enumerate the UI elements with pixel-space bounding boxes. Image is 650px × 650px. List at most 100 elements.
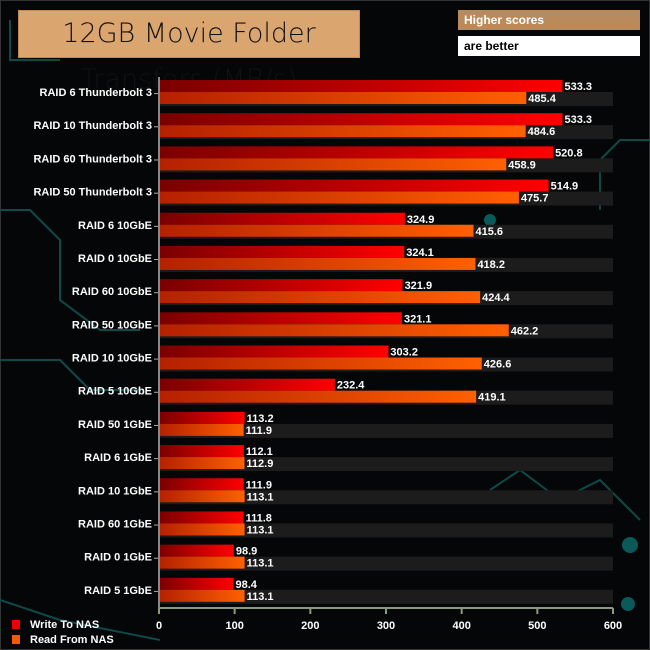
category-label: RAID 60 Thunderbolt 3: [33, 153, 152, 165]
data-label: 324.1: [406, 247, 434, 259]
category-label: RAID 10 Thunderbolt 3: [33, 120, 152, 132]
bar-read: [159, 490, 245, 503]
row-band: [159, 589, 613, 604]
bar-write: [159, 511, 244, 524]
legend-swatch: [12, 635, 20, 644]
bar-write: [159, 378, 335, 391]
category-label: RAID 10 10GbE: [72, 353, 152, 365]
bar-write: [159, 478, 244, 491]
bar-read: [159, 523, 245, 536]
data-label: 419.1: [478, 392, 506, 404]
bar-write: [159, 345, 389, 358]
bar-read: [159, 390, 477, 403]
bar-read: [159, 589, 245, 602]
bar-read: [159, 357, 482, 370]
bar-write: [159, 179, 549, 192]
x-tick-label: 400: [452, 620, 470, 632]
x-tick-label: 100: [225, 620, 243, 632]
category-label: RAID 60 10GbE: [72, 286, 152, 298]
bar-read: [159, 92, 527, 104]
data-label: 113.1: [247, 491, 274, 503]
data-label: 533.3: [565, 81, 593, 93]
bar-write: [159, 113, 563, 126]
bar-read: [159, 291, 481, 304]
bar-read: [159, 191, 519, 204]
data-label: 484.6: [528, 126, 556, 138]
row-band: [159, 423, 613, 438]
data-label: 418.2: [477, 259, 505, 271]
data-label: 111.9: [246, 479, 272, 491]
data-label: 324.9: [407, 214, 435, 226]
bar-read: [159, 324, 509, 337]
bar-read: [159, 125, 526, 138]
data-label: 462.2: [511, 325, 539, 337]
category-label: RAID 50 10GbE: [72, 319, 152, 331]
row-band: [159, 556, 613, 571]
bar-write: [159, 80, 563, 92]
category-label: RAID 6 10GbE: [78, 220, 152, 232]
bar-write: [159, 312, 402, 325]
bar-read: [159, 158, 507, 171]
data-label: 458.9: [508, 159, 536, 171]
x-tick-label: 300: [377, 620, 395, 632]
x-tick-label: 500: [528, 620, 546, 632]
data-label: 112.1: [246, 446, 273, 458]
note-are-better: are better: [458, 36, 640, 56]
x-tick-label: 0: [156, 620, 162, 632]
data-label: 111.8: [246, 512, 272, 524]
data-label: 321.1: [404, 313, 432, 325]
data-label: 112.9: [246, 458, 273, 470]
bar-read: [159, 423, 244, 436]
bar-write: [159, 279, 403, 292]
data-label: 113.1: [247, 558, 274, 570]
bar-read: [159, 556, 245, 569]
data-label: 426.6: [484, 359, 512, 371]
data-label: 111.9: [246, 425, 272, 437]
category-label: RAID 50 1GbE: [78, 419, 152, 431]
category-label: RAID 5 1GbE: [84, 585, 152, 597]
legend-swatch: [12, 620, 20, 629]
data-label: 98.4: [235, 579, 257, 591]
data-label: 303.2: [390, 347, 418, 359]
data-label: 475.7: [521, 193, 549, 205]
row-band: [159, 523, 613, 538]
note-higher-scores: Higher scores: [458, 10, 640, 30]
data-label: 485.4: [528, 93, 556, 105]
row-band: [159, 457, 613, 472]
bar-write: [159, 411, 245, 424]
data-label: 520.8: [555, 147, 583, 159]
category-label: RAID 5 10GbE: [78, 386, 152, 398]
data-label: 113.1: [247, 524, 274, 536]
bar-write: [159, 445, 244, 458]
bar-write: [159, 245, 405, 258]
bar-write: [159, 146, 554, 159]
data-label: 533.3: [565, 114, 593, 126]
x-tick-label: 200: [301, 620, 319, 632]
category-label: RAID 50 Thunderbolt 3: [33, 187, 152, 199]
category-label: RAID 10 1GbE: [78, 485, 152, 497]
category-label: RAID 60 1GbE: [78, 518, 152, 530]
x-tick-label: 600: [604, 620, 622, 632]
row-band: [159, 490, 613, 505]
data-label: 98.9: [236, 546, 257, 558]
bar-read: [159, 257, 476, 270]
data-label: 113.2: [247, 413, 274, 425]
bar-write: [159, 577, 234, 590]
data-label: 415.6: [475, 226, 503, 238]
data-label: 424.4: [482, 292, 510, 304]
data-label: 232.4: [337, 380, 365, 392]
bar-write: [159, 212, 405, 225]
data-label: 113.1: [247, 591, 274, 603]
legend-label: Write To NAS: [30, 619, 99, 631]
bar-read: [159, 457, 245, 470]
bar-write: [159, 544, 234, 557]
data-label: 321.9: [405, 280, 433, 292]
bar-read: [159, 224, 474, 237]
category-label: RAID 0 10GbE: [78, 253, 152, 265]
category-label: RAID 6 Thunderbolt 3: [40, 87, 152, 99]
legend-label: Read From NAS: [30, 634, 114, 646]
data-label: 514.9: [551, 181, 579, 193]
category-label: RAID 6 1GbE: [84, 452, 152, 464]
